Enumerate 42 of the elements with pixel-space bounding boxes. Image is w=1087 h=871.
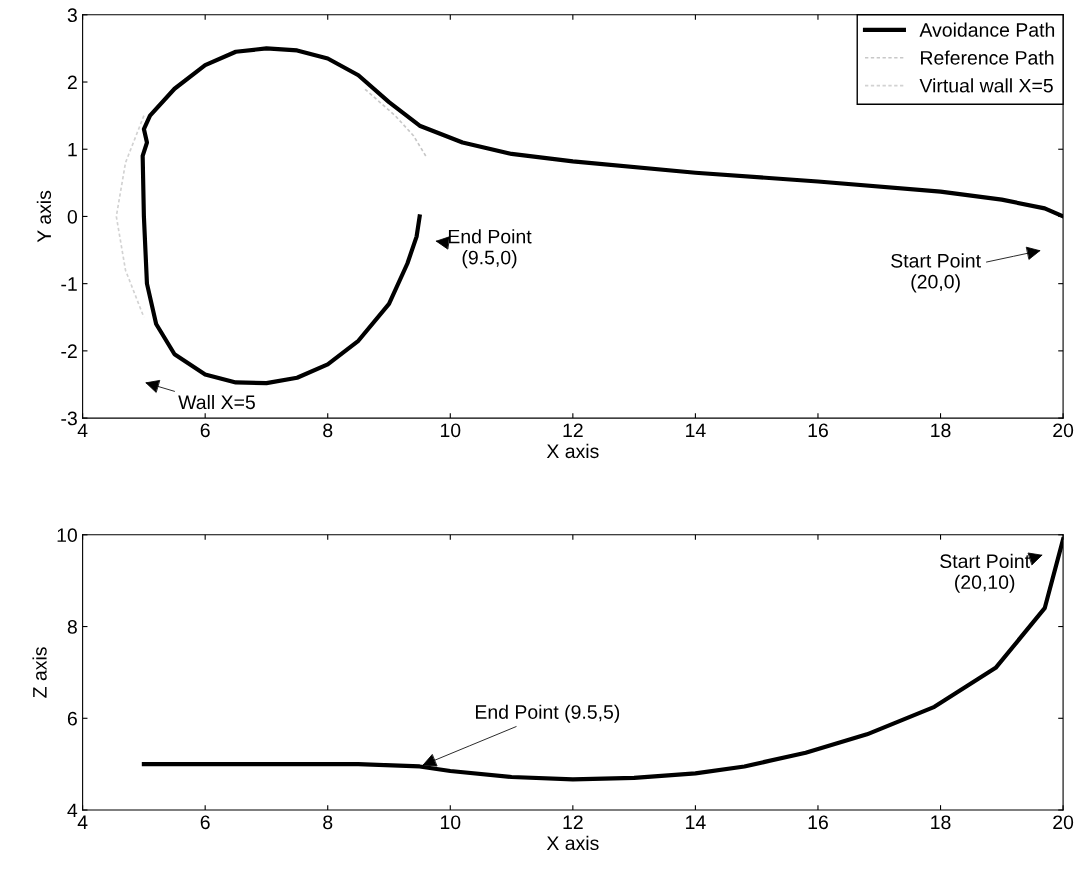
x-tick-label: 4 <box>77 423 88 438</box>
x-tick-label: 8 <box>323 423 333 438</box>
x-axis-title: X axis <box>546 443 599 459</box>
y-tick-label: 0 <box>67 209 77 224</box>
y-axis-title: Y axis <box>36 190 52 243</box>
x-tick-label: 10 <box>440 423 461 438</box>
y-tick-label: -1 <box>61 277 77 291</box>
legend-label: Avoidance Path <box>919 22 1055 37</box>
x-tick-label: 6 <box>200 423 210 438</box>
annotation: End Point (9.5,5) <box>476 704 620 723</box>
x-tick-label: 14 <box>686 423 706 438</box>
y-tick-label: 3 <box>67 8 77 23</box>
x-tick-label: 6 <box>200 815 210 830</box>
x-tick-label: 12 <box>563 815 583 829</box>
y-tick-label: 8 <box>67 620 77 634</box>
x-tick-label: 16 <box>808 423 828 438</box>
legend-label: Virtual wall X=5 <box>919 78 1053 93</box>
annotation: Start Point (20,10) <box>940 553 1030 593</box>
annotation: Start Point (20,0) <box>891 253 981 293</box>
y-tick-label: 4 <box>67 803 78 818</box>
y-tick-label: 1 <box>68 142 77 157</box>
x-tick-label: 14 <box>686 815 706 829</box>
x-tick-label: 16 <box>808 815 828 830</box>
y-tick-label: 2 <box>67 75 77 90</box>
annotation: End Point (9.5,0) <box>448 229 532 269</box>
y-tick-label: 6 <box>67 711 77 726</box>
line-series <box>363 87 427 157</box>
legend-label: Reference Path <box>921 50 1054 65</box>
x-axis-title: X axis <box>546 835 599 851</box>
x-tick-label: 20 <box>1053 815 1074 830</box>
y-tick-label: -2 <box>61 344 77 358</box>
x-tick-label: 20 <box>1053 423 1074 438</box>
x-tick-label: 8 <box>323 815 333 830</box>
x-tick-label: 4 <box>77 815 88 829</box>
x-tick-label: 12 <box>563 423 583 438</box>
x-tick-label: 10 <box>440 815 461 830</box>
y-tick-label: -3 <box>61 411 77 426</box>
x-tick-label: 18 <box>931 423 951 438</box>
x-tick-label: 18 <box>931 815 951 830</box>
annotation: Wall X=5 <box>178 394 255 410</box>
y-tick-label: 10 <box>57 528 77 543</box>
y-axis-title: Z axis <box>32 647 47 698</box>
